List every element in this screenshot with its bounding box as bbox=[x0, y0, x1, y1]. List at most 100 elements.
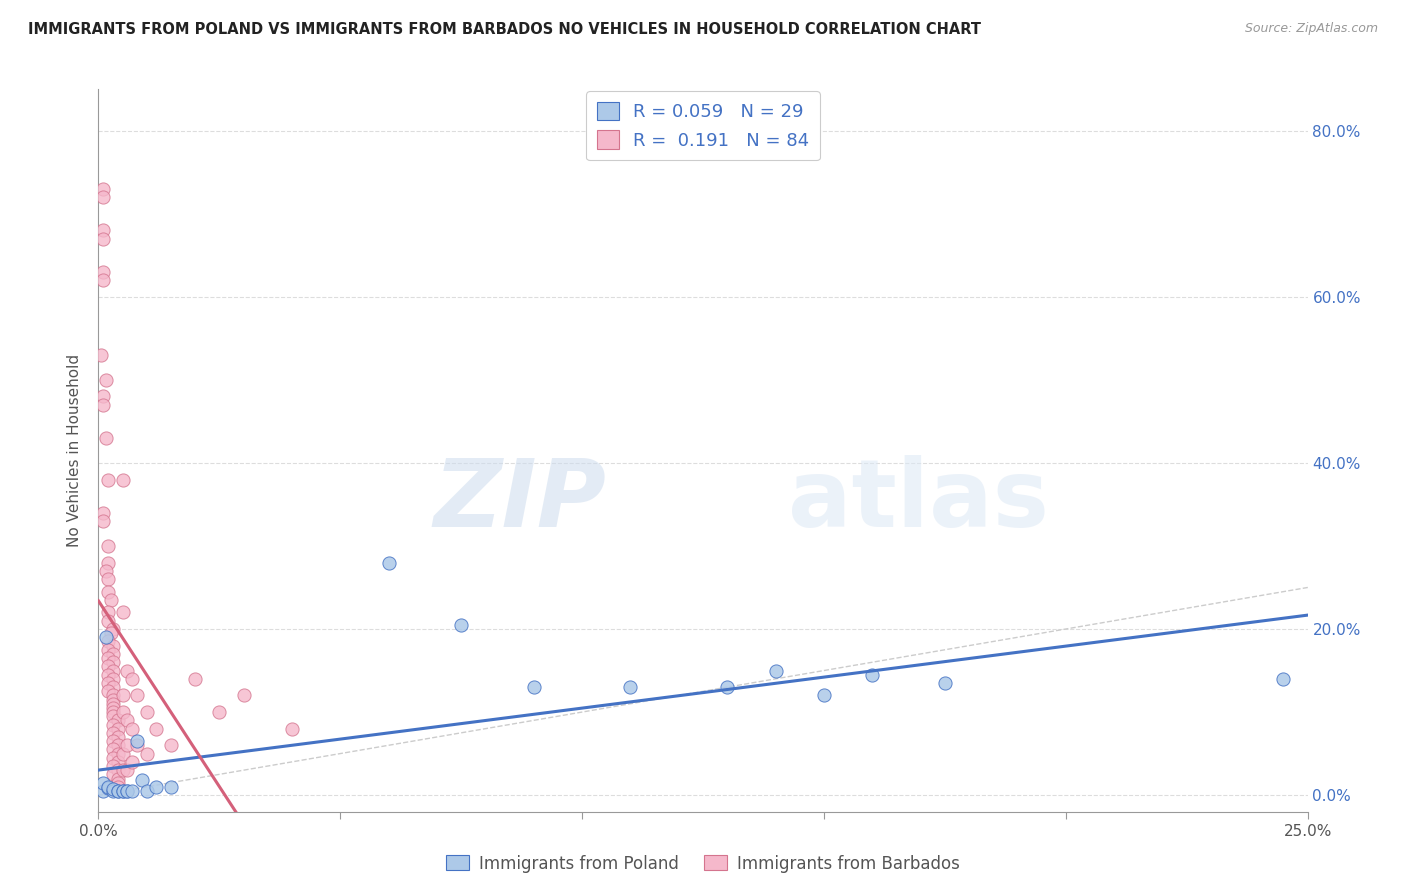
Point bbox=[117, 739, 139, 753]
Point bbox=[100, 593, 122, 607]
Point bbox=[111, 763, 134, 777]
Point bbox=[101, 655, 124, 669]
Point bbox=[91, 265, 114, 279]
Point bbox=[91, 223, 114, 237]
Point bbox=[101, 750, 124, 764]
Point bbox=[100, 626, 122, 640]
Point bbox=[107, 784, 129, 798]
Point bbox=[121, 722, 143, 736]
Point bbox=[934, 676, 956, 690]
Text: ZIP: ZIP bbox=[433, 455, 606, 547]
Point bbox=[232, 689, 254, 703]
Point bbox=[97, 572, 120, 586]
Point bbox=[111, 606, 134, 620]
Point bbox=[121, 755, 143, 769]
Point bbox=[94, 431, 117, 445]
Point bbox=[117, 714, 139, 728]
Point bbox=[91, 514, 114, 528]
Point bbox=[860, 667, 883, 681]
Point bbox=[111, 705, 134, 719]
Point bbox=[111, 784, 134, 798]
Point bbox=[111, 689, 134, 703]
Point bbox=[91, 273, 114, 287]
Point bbox=[101, 664, 124, 678]
Point bbox=[97, 606, 120, 620]
Point bbox=[107, 763, 129, 777]
Point bbox=[94, 373, 117, 387]
Point bbox=[107, 755, 129, 769]
Point bbox=[127, 739, 149, 753]
Point bbox=[107, 747, 129, 761]
Point bbox=[101, 734, 124, 748]
Point bbox=[127, 734, 149, 748]
Point bbox=[97, 539, 120, 553]
Point bbox=[91, 775, 114, 789]
Text: atlas: atlas bbox=[787, 455, 1049, 547]
Point bbox=[97, 642, 120, 657]
Point bbox=[127, 689, 149, 703]
Point bbox=[97, 659, 120, 673]
Point bbox=[97, 614, 120, 628]
Point bbox=[94, 564, 117, 578]
Point bbox=[111, 747, 134, 761]
Point bbox=[281, 722, 304, 736]
Point bbox=[101, 697, 124, 711]
Point bbox=[121, 784, 143, 798]
Point bbox=[117, 763, 139, 777]
Point bbox=[91, 506, 114, 520]
Point bbox=[145, 780, 167, 794]
Point bbox=[91, 398, 114, 412]
Point bbox=[101, 784, 124, 798]
Point bbox=[107, 772, 129, 786]
Point bbox=[101, 717, 124, 731]
Point bbox=[107, 775, 129, 789]
Point bbox=[101, 742, 124, 756]
Text: Source: ZipAtlas.com: Source: ZipAtlas.com bbox=[1244, 22, 1378, 36]
Point bbox=[101, 726, 124, 740]
Point bbox=[97, 781, 120, 796]
Point bbox=[97, 780, 120, 794]
Point bbox=[208, 705, 231, 719]
Point bbox=[97, 667, 120, 681]
Point bbox=[107, 730, 129, 744]
Point bbox=[97, 676, 120, 690]
Point bbox=[131, 773, 153, 788]
Point bbox=[107, 780, 129, 794]
Point bbox=[450, 618, 472, 632]
Point bbox=[101, 705, 124, 719]
Point bbox=[135, 747, 157, 761]
Point bbox=[91, 232, 114, 246]
Point bbox=[117, 664, 139, 678]
Point bbox=[107, 722, 129, 736]
Point bbox=[97, 584, 120, 599]
Text: IMMIGRANTS FROM POLAND VS IMMIGRANTS FROM BARBADOS NO VEHICLES IN HOUSEHOLD CORR: IMMIGRANTS FROM POLAND VS IMMIGRANTS FRO… bbox=[28, 22, 981, 37]
Point bbox=[101, 622, 124, 636]
Point bbox=[101, 709, 124, 723]
Point bbox=[101, 680, 124, 694]
Point bbox=[111, 784, 134, 798]
Point bbox=[813, 689, 835, 703]
Point bbox=[90, 348, 112, 362]
Point bbox=[101, 701, 124, 715]
Point bbox=[619, 680, 641, 694]
Point bbox=[1272, 672, 1295, 686]
Point bbox=[135, 705, 157, 719]
Point bbox=[716, 680, 738, 694]
Point bbox=[121, 672, 143, 686]
Point bbox=[117, 784, 139, 798]
Point bbox=[91, 389, 114, 403]
Point bbox=[107, 739, 129, 753]
Point bbox=[765, 664, 787, 678]
Point bbox=[101, 639, 124, 653]
Point bbox=[135, 784, 157, 798]
Point bbox=[97, 634, 120, 648]
Point bbox=[97, 473, 120, 487]
Point bbox=[91, 784, 114, 798]
Legend: Immigrants from Poland, Immigrants from Barbados: Immigrants from Poland, Immigrants from … bbox=[439, 848, 967, 880]
Point bbox=[101, 767, 124, 781]
Legend: R = 0.059   N = 29, R =  0.191   N = 84: R = 0.059 N = 29, R = 0.191 N = 84 bbox=[586, 91, 820, 161]
Point bbox=[101, 782, 124, 797]
Point bbox=[101, 647, 124, 661]
Point bbox=[91, 182, 114, 196]
Point bbox=[160, 739, 183, 753]
